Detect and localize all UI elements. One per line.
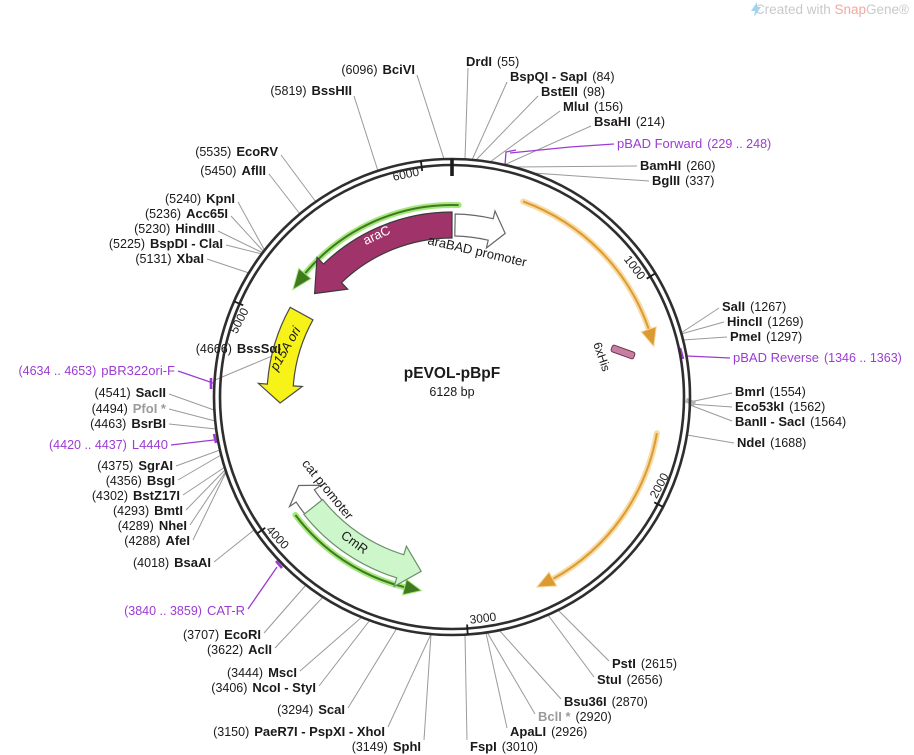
site-label-bmri[interactable]: BmrI (1554) — [735, 384, 806, 399]
site-label-drdi[interactable]: DrdI (55) — [466, 54, 520, 69]
site-label-nhei[interactable]: (4289) NheI — [117, 518, 187, 533]
site-label-ecori[interactable]: (3707) EcoRI — [183, 627, 261, 642]
site-label-acc65i[interactable]: (5236) Acc65I — [144, 206, 228, 221]
site-label-aflii[interactable]: (5450) AflII — [200, 163, 266, 178]
site-label-ncoi-styi[interactable]: (3406) NcoI - StyI — [211, 680, 316, 695]
site-label-bglii[interactable]: BglII (337) — [652, 173, 715, 188]
site-label-stui[interactable]: StuI (2656) — [597, 672, 663, 687]
site-label-bstz17i[interactable]: (4302) BstZ17I — [91, 488, 180, 503]
feature-p15a-ori-arrow[interactable] — [256, 306, 314, 404]
site-label-scai[interactable]: (3294) ScaI — [277, 702, 345, 717]
site-label-kpni[interactable]: (5240) KpnI — [164, 191, 235, 206]
site-label-sgrai[interactable]: (4375) SgrAI — [97, 458, 173, 473]
site-label-sali[interactable]: SalI (1267) — [722, 299, 787, 314]
feature-arabad-promoter-arrow[interactable] — [454, 209, 506, 250]
primer-label-cat-r[interactable]: (3840 .. 3859) CAT-R — [124, 603, 245, 618]
site-label-bsshii[interactable]: (5819) BssHII — [270, 83, 352, 98]
arac-direction-arc — [291, 202, 462, 291]
site-label-xbai[interactable]: (5131) XbaI — [135, 251, 204, 266]
primer-marks — [170, 143, 731, 610]
primer-label-l4440[interactable]: (4420 .. 4437) L4440 — [49, 437, 168, 452]
primer-label-pbr322ori-f[interactable]: (4634 .. 4653) pBR322ori-F — [18, 363, 175, 378]
feature-arac-arrow[interactable] — [313, 211, 453, 295]
site-label-afei[interactable]: (4288) AfeI — [124, 533, 190, 548]
site-label-msci[interactable]: (3444) MscI — [226, 665, 297, 680]
snapgene-watermark: Created with SnapGene® — [750, 2, 909, 17]
site-label-paer7i-pspxi-xhoi[interactable]: (3150) PaeR7I - PspXI - XhoI — [213, 724, 385, 739]
site-label-bmti[interactable]: (4293) BmtI — [112, 503, 183, 518]
feature-label-6xhis: 6xHis — [590, 340, 613, 373]
feature-cmr-arrow[interactable] — [303, 498, 423, 588]
site-label-fspi[interactable]: FspI (3010) — [470, 739, 538, 754]
site-label-eco53ki[interactable]: Eco53kI (1562) — [735, 399, 826, 414]
plasmid-length: 6128 bp — [429, 385, 475, 399]
site-label-ecorv[interactable]: (5535) EcoRV — [195, 144, 278, 159]
site-label-hindiii[interactable]: (5230) HindIII — [134, 221, 215, 236]
gene-arc-2[interactable] — [535, 430, 660, 588]
feature-6xhis-box[interactable] — [610, 344, 636, 360]
site-label-bsahi[interactable]: BsaHI (214) — [594, 114, 666, 129]
site-label-mlui[interactable]: MluI (156) — [563, 99, 624, 114]
site-label-bsu36i[interactable]: Bsu36I (2870) — [564, 694, 648, 709]
site-label-pmei[interactable]: PmeI (1297) — [730, 329, 803, 344]
site-label-acli[interactable]: (3622) AclI — [207, 642, 272, 657]
site-label-bcli[interactable]: BclI * (2920) — [538, 709, 612, 724]
site-label-psti[interactable]: PstI (2615) — [612, 656, 677, 671]
primer-label-pbad-forward[interactable]: pBAD Forward (229 .. 248) — [617, 136, 772, 151]
tick-label-3000: 3000 — [469, 610, 498, 627]
site-label-bsrbi[interactable]: (4463) BsrBI — [90, 416, 166, 431]
plasmid-name: pEVOL-pBpF — [403, 365, 501, 382]
site-label-sphi[interactable]: (3149) SphI — [351, 739, 421, 754]
tick-marks — [233, 158, 664, 635]
site-label-bspqi-sapi[interactable]: BspQI - SapI (84) — [510, 69, 615, 84]
cmr-direction-arc — [292, 512, 423, 596]
tick-label-6000: 6000 — [391, 165, 420, 184]
site-label-bsgi[interactable]: (4356) BsgI — [105, 473, 175, 488]
primer-label-pbad-reverse[interactable]: pBAD Reverse (1346 .. 1363) — [733, 350, 902, 365]
site-label-bspdi-clai[interactable]: (5225) BspDI - ClaI — [108, 236, 223, 251]
site-label-ndei[interactable]: NdeI (1688) — [737, 435, 807, 450]
site-label-banii-saci[interactable]: BanII - SacI (1564) — [735, 414, 847, 429]
site-label-hincii[interactable]: HincII (1269) — [727, 314, 804, 329]
site-label-bsssai[interactable]: (4666) BssSαI — [195, 341, 281, 356]
leader-lines — [168, 67, 735, 741]
site-label-bcivi[interactable]: (6096) BciVI — [341, 62, 415, 77]
site-label-bsaai[interactable]: (4018) BsaAI — [133, 555, 211, 570]
site-label-pfoi[interactable]: (4494) PfoI * — [91, 401, 166, 416]
site-label-bamhi[interactable]: BamHI (260) — [640, 158, 716, 173]
site-label-bsteii[interactable]: BstEII (98) — [541, 84, 606, 99]
gene-arc-1[interactable] — [520, 198, 657, 348]
site-label-apali[interactable]: ApaLI (2926) — [510, 724, 588, 739]
site-label-sacii[interactable]: (4541) SacII — [94, 385, 167, 400]
plasmid-title-block: pEVOL-pBpF 6128 bp — [404, 365, 500, 399]
